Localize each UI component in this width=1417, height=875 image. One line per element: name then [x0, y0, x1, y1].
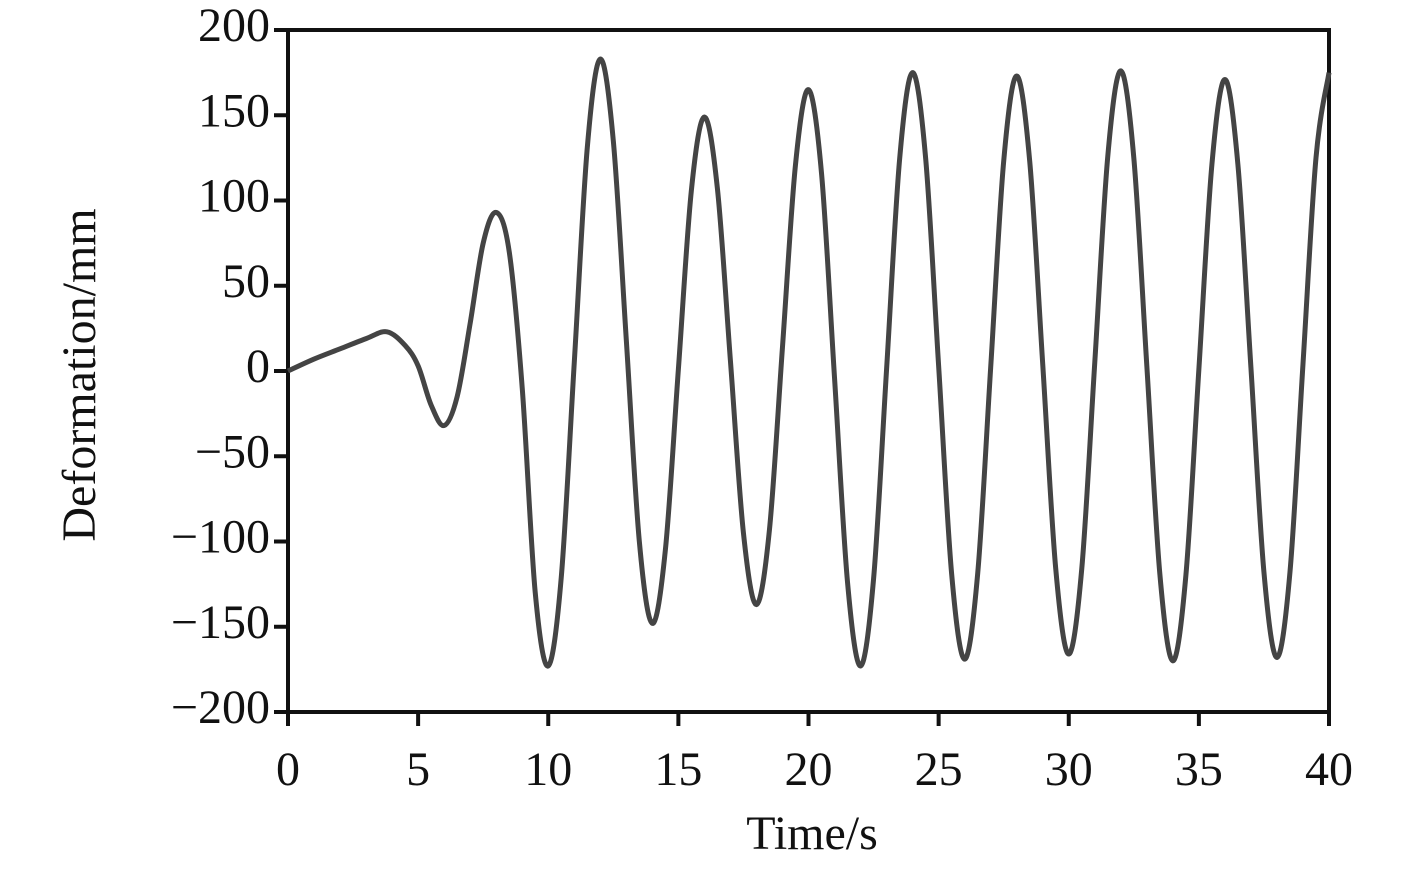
- x-tick-label: 15: [654, 743, 702, 796]
- y-tick-label: 50: [222, 255, 270, 308]
- x-tick-label: 25: [915, 743, 963, 796]
- y-tick-label: −150: [171, 596, 270, 649]
- y-axis-label: Deformation/mm: [53, 208, 106, 541]
- plot-frame: [286, 28, 1331, 714]
- x-axis-label: Time/s: [746, 807, 878, 860]
- x-tick-label: 30: [1045, 743, 1093, 796]
- x-tick-label: 20: [785, 743, 833, 796]
- y-tick-label: 150: [198, 84, 270, 137]
- y-tick-label: 0: [246, 340, 270, 393]
- x-tick-label: 35: [1175, 743, 1223, 796]
- y-tick-label: 200: [198, 0, 270, 52]
- y-tick-label: −100: [171, 511, 270, 564]
- y-tick-label: 100: [198, 170, 270, 223]
- y-tick-label: −50: [195, 425, 270, 478]
- x-tick-label: 40: [1305, 743, 1353, 796]
- y-tick-label: −200: [171, 681, 270, 734]
- data-line: [286, 56, 1332, 669]
- x-tick-label: 10: [524, 743, 572, 796]
- x-tick-label: 0: [276, 743, 300, 796]
- x-tick-label: 5: [406, 743, 430, 796]
